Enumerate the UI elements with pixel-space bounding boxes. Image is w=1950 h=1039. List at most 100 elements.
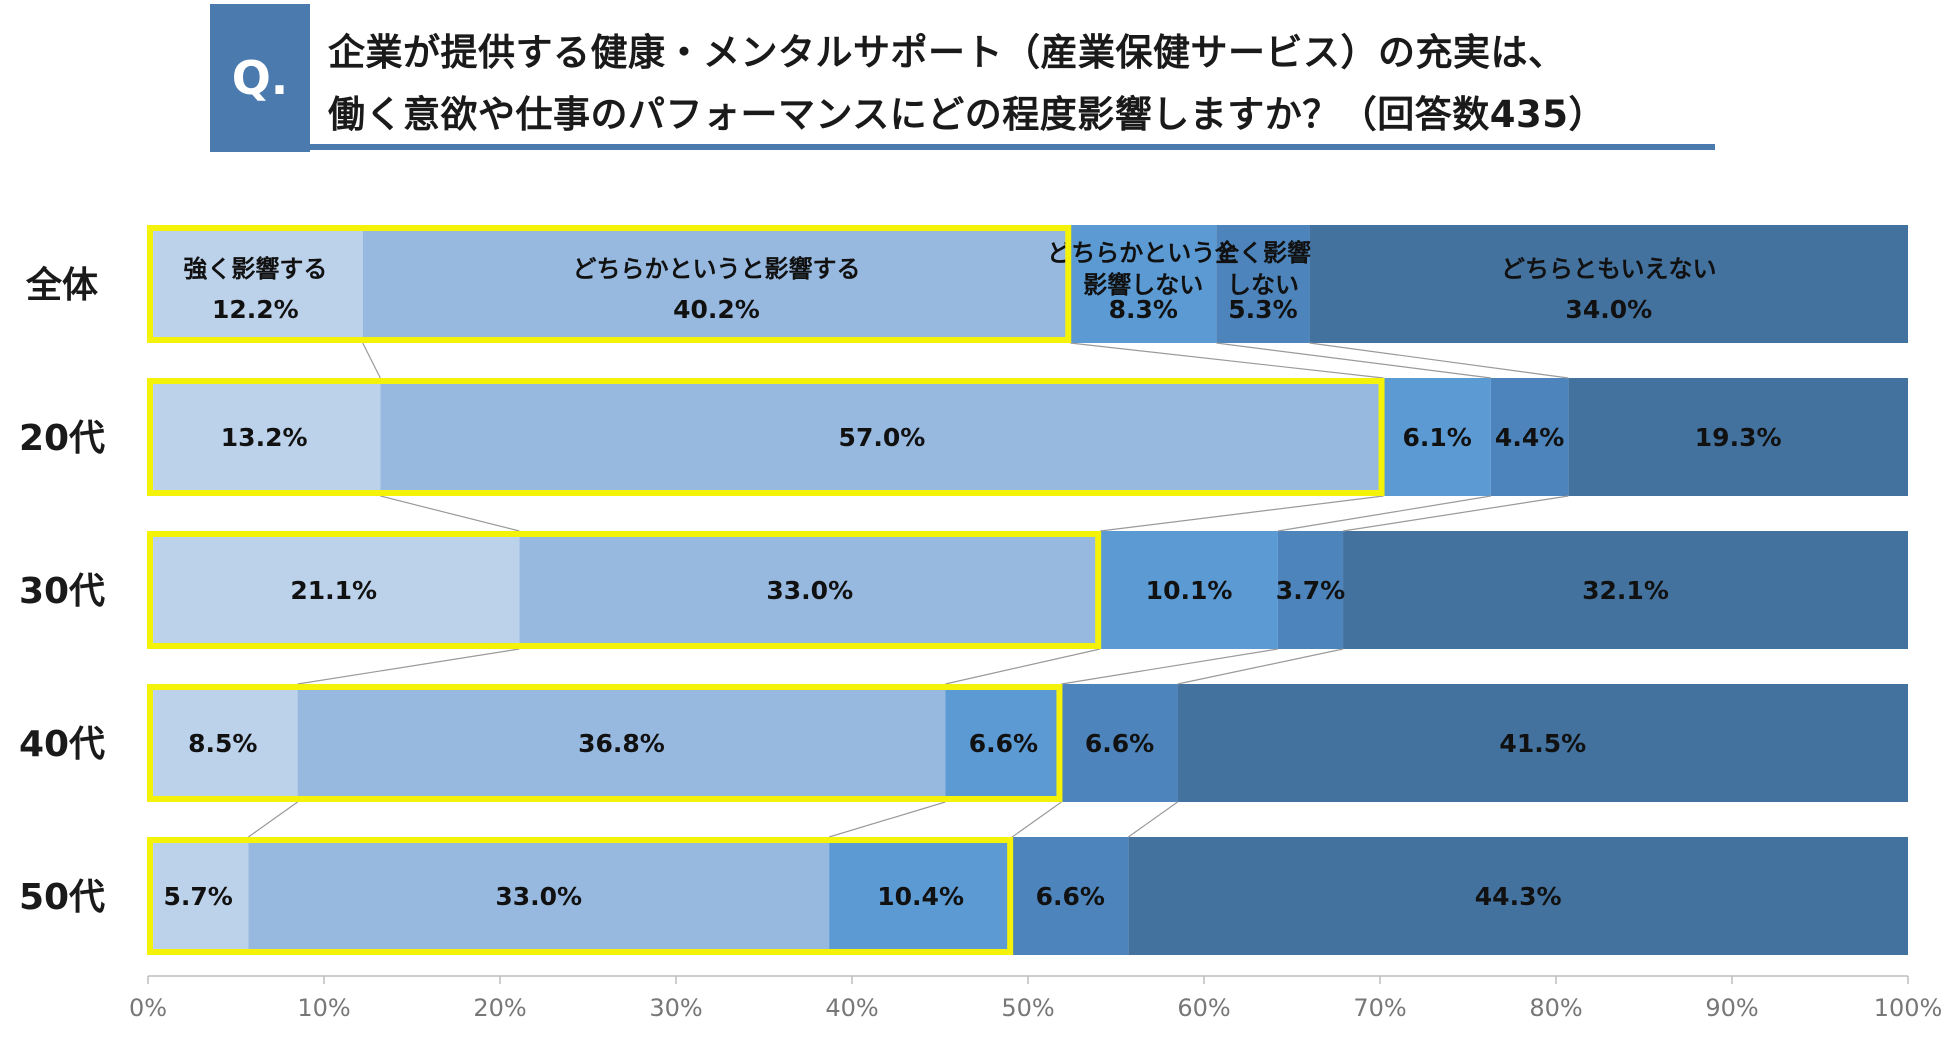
bar-segment-5-5: [1128, 837, 1908, 955]
bar-segment-1-4: [1216, 225, 1310, 343]
question-header: Q. 企業が提供する健康・メンタルサポート（産業保健サービス）の充実は、 働く意…: [210, 4, 1715, 152]
bar-segment-1-5: [1309, 225, 1908, 343]
x-tick-label: 80%: [1529, 994, 1582, 1022]
value-label-4-2: 36.8%: [578, 729, 665, 758]
bar-segment-2-3: [1383, 378, 1491, 496]
connector-line: [380, 495, 520, 532]
connector-line: [1061, 648, 1279, 685]
legend-label-4: 全く影響: [1214, 239, 1311, 267]
x-tick-label: 10%: [297, 994, 350, 1022]
value-label-5-5: 44.3%: [1475, 882, 1562, 911]
value-label-4-3: 6.6%: [969, 729, 1038, 758]
x-tick-label: 90%: [1705, 994, 1758, 1022]
value-label-5-4: 6.6%: [1036, 882, 1105, 911]
connector-line: [828, 801, 946, 838]
bar-segment-2-4: [1490, 378, 1569, 496]
bar-segment-3-2: [519, 531, 1101, 649]
bar-segment-1-3: [1070, 225, 1217, 343]
value-label-3-3: 10.1%: [1146, 576, 1233, 605]
connector-line: [1177, 648, 1344, 685]
value-label-1-2: 40.2%: [673, 295, 760, 324]
connector-line: [945, 648, 1101, 685]
connector-line: [1277, 495, 1491, 532]
bar-segment-3-1: [148, 531, 520, 649]
value-label-2-2: 57.0%: [839, 423, 926, 452]
bar-segment-5-3: [829, 837, 1013, 955]
value-label-2-4: 4.4%: [1495, 423, 1564, 452]
highlight-box-3: [147, 531, 1102, 649]
question-title-line-2: 働く意欲や仕事のパフォーマンスにどの程度影響しますか？（回答数435）: [328, 93, 1606, 136]
bar-segment-5-1: [148, 837, 249, 955]
connector-line: [1070, 342, 1384, 379]
x-tick-label: 30%: [649, 994, 702, 1022]
highlight-box-1: [147, 225, 1072, 343]
value-label-3-1: 21.1%: [290, 576, 377, 605]
value-label-2-1: 13.2%: [221, 423, 308, 452]
connector-line: [1011, 801, 1062, 838]
connector-line: [1127, 801, 1178, 838]
category-label-3: 30代: [19, 571, 105, 612]
bar-segment-4-2: [297, 684, 946, 802]
bar-segment-3-5: [1343, 531, 1908, 649]
legend-label-5: どちらともいえない: [1501, 255, 1717, 283]
value-label-1-5: 34.0%: [1565, 295, 1652, 324]
category-label-4: 40代: [19, 724, 105, 765]
value-label-1-1: 12.2%: [212, 295, 299, 324]
category-label-2: 20代: [19, 418, 105, 459]
value-label-1-4: 5.3%: [1228, 295, 1297, 324]
legend-label-4: しない: [1227, 271, 1299, 299]
value-label-3-2: 33.0%: [766, 576, 853, 605]
x-tick-label: 20%: [473, 994, 526, 1022]
bar-segment-2-2: [380, 378, 1384, 496]
value-label-3-5: 32.1%: [1582, 576, 1669, 605]
value-label-5-2: 33.0%: [495, 882, 582, 911]
value-label-5-1: 5.7%: [163, 882, 232, 911]
connector-line: [297, 648, 520, 685]
bar-segment-2-5: [1568, 378, 1908, 496]
connector-line: [247, 801, 298, 838]
bar-segment-5-2: [248, 837, 830, 955]
legend-label-3: どちらかというと: [1047, 239, 1239, 267]
x-tick-label: 50%: [1001, 994, 1054, 1022]
bar-segment-5-4: [1012, 837, 1129, 955]
bar-segment-4-4: [1061, 684, 1178, 802]
legend-label-3: 影響しない: [1083, 271, 1203, 299]
bar-segment-2-1: [148, 378, 381, 496]
category-label-1: 全体: [25, 264, 98, 306]
value-label-4-5: 41.5%: [1499, 729, 1586, 758]
value-label-2-3: 6.1%: [1403, 423, 1472, 452]
bar-segment-1-1: [148, 225, 363, 343]
bar-segment-3-4: [1277, 531, 1344, 649]
bar-segment-3-3: [1100, 531, 1278, 649]
connector-line: [1216, 342, 1491, 379]
value-label-1-3: 8.3%: [1109, 295, 1178, 324]
connector-line: [362, 342, 381, 379]
legend-label-2: どちらかというと影響する: [572, 255, 860, 283]
legend-label-1: 強く影響する: [183, 255, 327, 283]
highlight-box-2: [147, 378, 1385, 496]
x-tick-label: 40%: [825, 994, 878, 1022]
value-label-3-4: 3.7%: [1276, 576, 1345, 605]
x-tick-label: 100%: [1874, 994, 1943, 1022]
value-label-2-5: 19.3%: [1695, 423, 1782, 452]
bar-segment-1-2: [362, 225, 1071, 343]
value-label-5-3: 10.4%: [877, 882, 964, 911]
question-title-line-1: 企業が提供する健康・メンタルサポート（産業保健サービス）の充実は、: [328, 31, 1566, 74]
x-tick-label: 70%: [1353, 994, 1406, 1022]
connector-line: [1309, 342, 1569, 379]
value-label-4-1: 8.5%: [188, 729, 257, 758]
category-label-5: 50代: [19, 877, 105, 918]
bar-segment-4-1: [148, 684, 298, 802]
question-badge: Q.: [210, 4, 310, 152]
highlight-box-4: [147, 684, 1063, 802]
x-tick-label: 0%: [129, 994, 167, 1022]
title-underline: [310, 144, 1715, 150]
bar-segment-4-3: [945, 684, 1062, 802]
connector-line: [1100, 495, 1384, 532]
x-tick-label: 60%: [1177, 994, 1230, 1022]
highlight-box-5: [147, 837, 1014, 955]
bar-segment-4-5: [1177, 684, 1908, 802]
connector-line: [1342, 495, 1569, 532]
value-label-4-4: 6.6%: [1085, 729, 1154, 758]
